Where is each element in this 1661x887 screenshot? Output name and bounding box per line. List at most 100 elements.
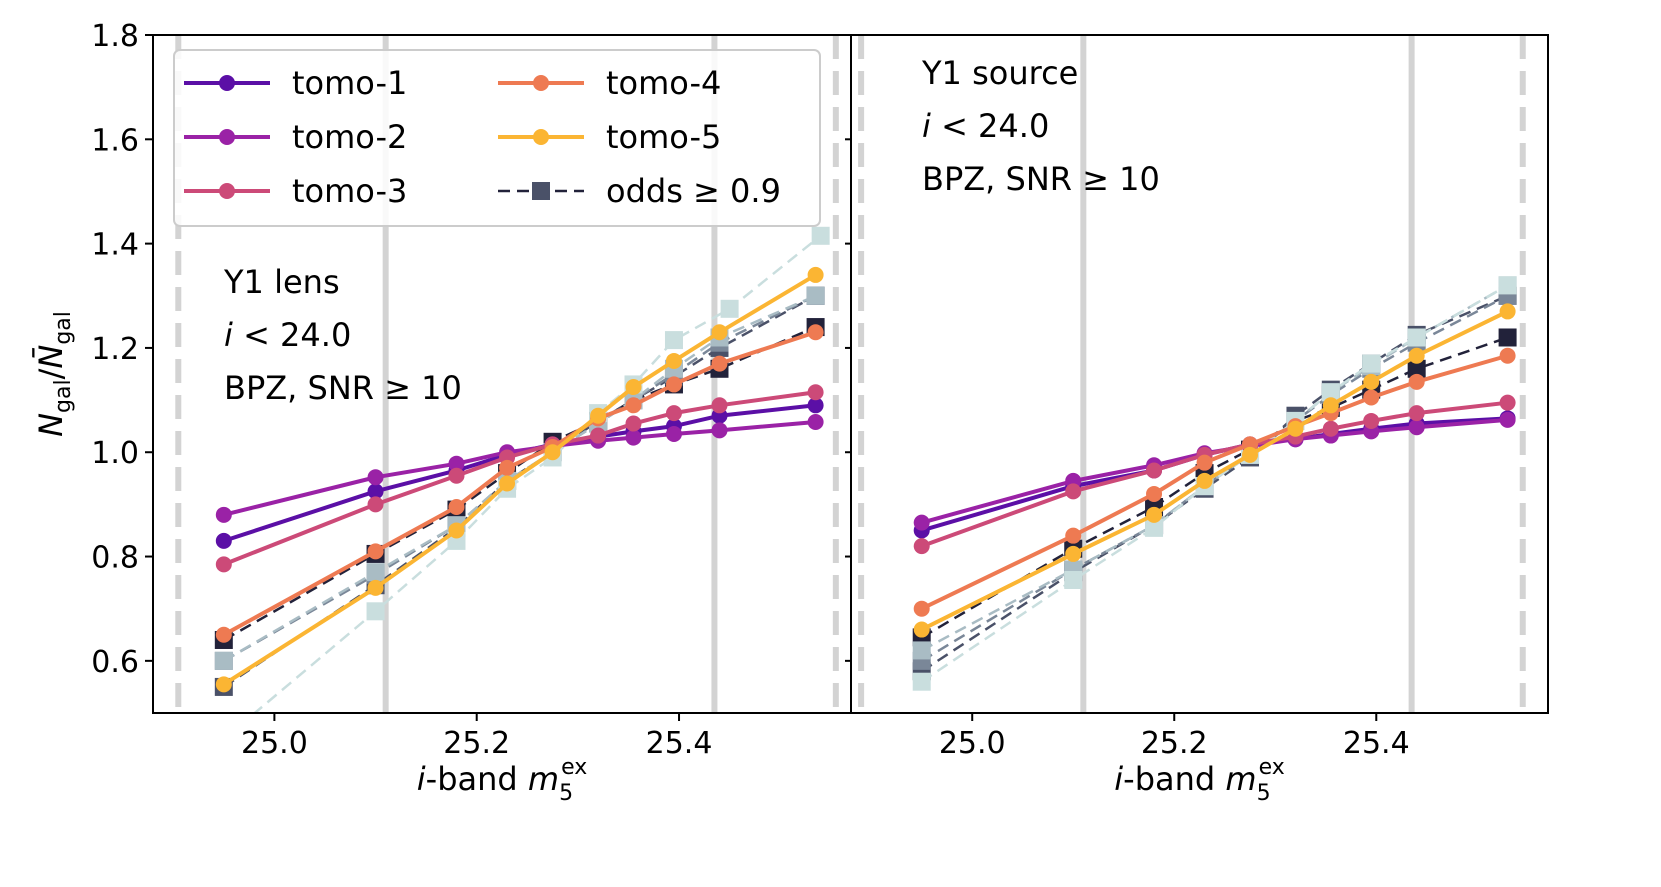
tomo-4-point bbox=[913, 600, 930, 617]
legend: tomo-1 tomo-2 tomo-3 tomo-4 tomo-5 odds ≥ 0.9 bbox=[173, 49, 821, 227]
tomo-5-point bbox=[1322, 397, 1339, 414]
tomo-2-point bbox=[807, 413, 824, 430]
tomo-3-point bbox=[1322, 420, 1339, 437]
x-axis-label: i-band m5ex bbox=[1114, 755, 1284, 806]
tomo-3-point bbox=[665, 405, 682, 422]
legend-label: tomo-3 bbox=[292, 172, 407, 210]
odds-point bbox=[1321, 383, 1340, 402]
tomo-5-point bbox=[499, 475, 516, 492]
tomo-2-point bbox=[215, 506, 232, 523]
tomo-5-point bbox=[1287, 420, 1304, 437]
annotation-line: i < 24.0 bbox=[224, 316, 351, 354]
tomo-4-point bbox=[1196, 454, 1213, 471]
tomo-2-line bbox=[921, 417, 1508, 525]
tomo-2-point bbox=[665, 425, 682, 442]
tomo-5-point bbox=[367, 579, 384, 596]
odds-point bbox=[912, 672, 931, 691]
odds-point bbox=[1498, 276, 1517, 295]
y-tick-label: 1.2 bbox=[91, 332, 139, 367]
odds-point bbox=[366, 563, 385, 582]
odds-series-line bbox=[223, 294, 817, 688]
odds-point bbox=[215, 730, 233, 748]
tomo-3-point bbox=[625, 415, 642, 432]
tomo-4-point bbox=[625, 397, 642, 414]
legend-marker bbox=[219, 129, 235, 145]
x-tick-label: 25.4 bbox=[1343, 726, 1410, 761]
tomo-5-point bbox=[807, 266, 824, 283]
y-tick-label: 1.0 bbox=[91, 436, 139, 471]
tomo-5-point bbox=[1363, 373, 1380, 390]
tomo-4-point bbox=[367, 543, 384, 560]
plot-area bbox=[858, 35, 1526, 713]
odds-point bbox=[664, 331, 683, 350]
tomo-5-line bbox=[222, 273, 817, 687]
x-axis-label: i-band m5ex bbox=[417, 755, 587, 806]
y-tick-label: 0.6 bbox=[91, 645, 139, 680]
x-tick-label: 25.2 bbox=[1141, 726, 1208, 761]
y-axis-label: Ngal/N̄gal bbox=[31, 311, 76, 437]
tomo-3-point bbox=[1408, 405, 1425, 422]
tomo-3-point bbox=[215, 556, 232, 573]
tomo-2-point bbox=[448, 455, 465, 472]
y-axis-label-text: Ngal/N̄gal bbox=[31, 311, 76, 437]
tomo-5-point bbox=[1196, 472, 1213, 489]
tomo-5-point bbox=[1242, 446, 1259, 463]
tomo-4-point bbox=[1499, 347, 1516, 364]
legend-marker bbox=[219, 75, 235, 91]
annotation-line: Y1 source bbox=[921, 54, 1078, 92]
legend-entry: tomo-5 bbox=[498, 118, 721, 156]
x-tick-label: 25.0 bbox=[241, 726, 308, 761]
x-tick-label: 25.4 bbox=[646, 726, 713, 761]
legend-entry: tomo-2 bbox=[184, 118, 407, 156]
tomo-1-point bbox=[367, 483, 384, 500]
tomo-5-point bbox=[913, 621, 930, 638]
annotation-line: BPZ, SNR ≥ 10 bbox=[224, 369, 462, 407]
tomo-3-point bbox=[1363, 412, 1380, 429]
tomo-3-point bbox=[913, 538, 930, 555]
tomo-5-point bbox=[1499, 303, 1516, 320]
tomo-4-point bbox=[215, 626, 232, 643]
legend-label: odds ≥ 0.9 bbox=[606, 172, 781, 210]
odds-point bbox=[811, 226, 830, 245]
tomo-4-point bbox=[499, 459, 516, 476]
tomo-1-point bbox=[215, 532, 232, 549]
tomo-3-line bbox=[223, 390, 816, 567]
tomo-2-point bbox=[367, 469, 384, 486]
panels: 25.0 25.2 25.4 0.6 0.8 1.0 1.2 1.4 1.6 1.8 i-band … bbox=[91, 19, 1549, 806]
tomo-4-point bbox=[1146, 485, 1163, 502]
tomo-5-point bbox=[544, 444, 561, 461]
panel-frame bbox=[850, 34, 1549, 714]
odds-point bbox=[1407, 359, 1426, 378]
tomo-5-point bbox=[1146, 506, 1163, 523]
tomo-5-point bbox=[665, 352, 682, 369]
y-tick-label: 1.6 bbox=[91, 123, 139, 158]
tomo-5-point bbox=[590, 407, 607, 424]
tomo-3-point bbox=[367, 496, 384, 513]
annotation-line: BPZ, SNR ≥ 10 bbox=[922, 160, 1160, 198]
tomo-3-point bbox=[1499, 394, 1516, 411]
y-tick-label: 0.8 bbox=[91, 541, 139, 576]
tomo-2-line bbox=[223, 419, 816, 517]
tomo-4-point bbox=[448, 498, 465, 515]
tomo-3-point bbox=[807, 384, 824, 401]
tomo-3-point bbox=[448, 467, 465, 484]
legend-entry: tomo-1 bbox=[184, 64, 407, 102]
legend-label: tomo-5 bbox=[606, 118, 721, 156]
annotation-line: Y1 lens bbox=[223, 263, 340, 301]
odds-point bbox=[806, 286, 825, 305]
tomo-5-point bbox=[625, 379, 642, 396]
tomo-4-point bbox=[1363, 389, 1380, 406]
tomo-2-point bbox=[625, 429, 642, 446]
odds-point bbox=[214, 651, 233, 670]
odds-point bbox=[366, 602, 385, 621]
legend-entry: odds ≥ 0.9 bbox=[498, 172, 781, 210]
tomo-5-line bbox=[920, 309, 1509, 632]
legend-marker bbox=[533, 129, 549, 145]
tomo-4-line bbox=[920, 353, 1509, 611]
legend-marker bbox=[532, 182, 550, 200]
legend-entry: tomo-3 bbox=[184, 172, 407, 210]
panel-right: 25.0 25.2 25.4 i-band m5ex Y1 source i < 24.0… bbox=[845, 34, 1549, 806]
tomo-4-point bbox=[1408, 373, 1425, 390]
tomo-5-point bbox=[448, 522, 465, 539]
